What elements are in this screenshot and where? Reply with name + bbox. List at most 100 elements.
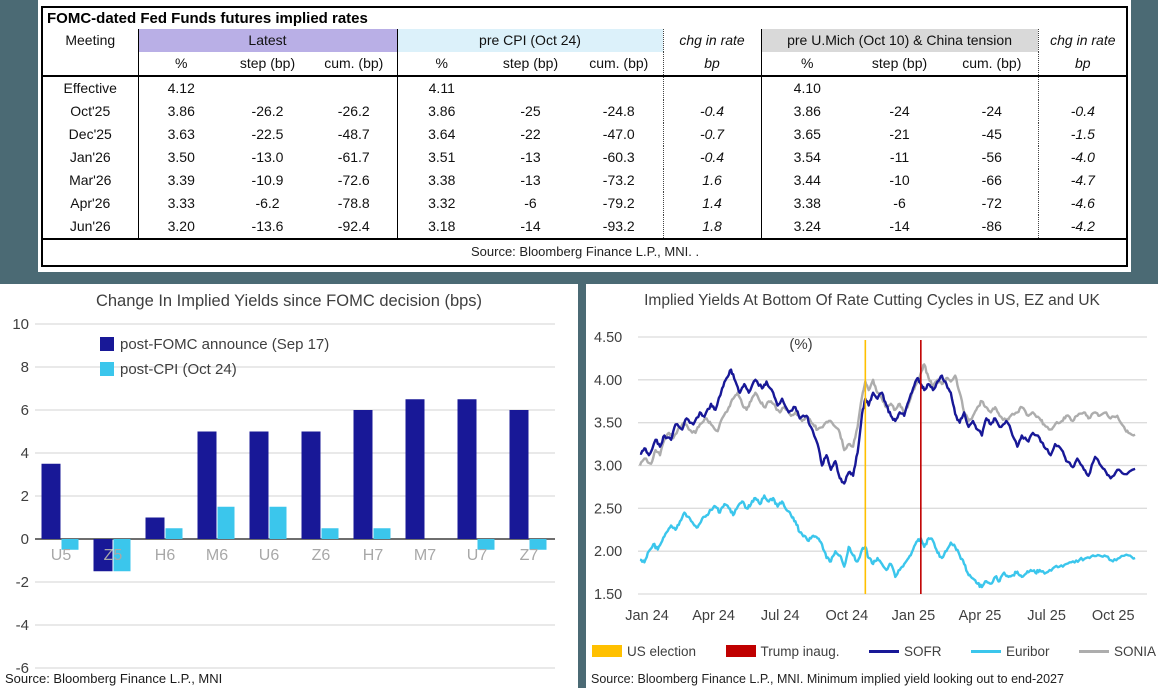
x-tick-label: Jan 24 bbox=[625, 608, 669, 624]
bar-post-cpi bbox=[269, 506, 287, 539]
table-cell: 3.86 bbox=[167, 103, 195, 119]
legend-item-sonia: SONIA bbox=[1078, 643, 1156, 659]
y-tick-label: -6 bbox=[16, 660, 29, 677]
table-cell: -92.4 bbox=[311, 215, 398, 240]
table-row: Mar'26 3.39 -10.9 -72.6 3.38 -13 -73.2 1.6 3.44 -… bbox=[43, 169, 1126, 192]
table-cell: -24.8 bbox=[575, 100, 664, 123]
table-cell: -13.0 bbox=[251, 149, 284, 165]
table-cell bbox=[575, 76, 664, 100]
table-cell: -22.5 bbox=[251, 126, 284, 142]
x-category-label: U7 bbox=[467, 547, 488, 564]
table-row: Oct'25 3.86 -26.2 -26.2 3.86 -25 -24.8 -0.4 3.86… bbox=[43, 100, 1126, 123]
table-cell: -13.6 bbox=[224, 215, 311, 240]
y-tick-label: 10 bbox=[12, 316, 29, 333]
table-row: Apr'26 3.33 -6.2 -78.8 3.32 -6 -79.2 1.4 3.38 -6 -… bbox=[43, 192, 1126, 215]
table-header-cell: % bbox=[397, 52, 486, 77]
x-tick-label: Jul 24 bbox=[761, 608, 800, 624]
table-cell: 3.38 bbox=[428, 172, 456, 188]
bar-post-fomc bbox=[41, 463, 61, 539]
table-cell: -26.2 bbox=[311, 100, 398, 123]
table-header-cell: bp bbox=[663, 52, 762, 77]
table-cell bbox=[1038, 76, 1126, 100]
x-category-label: U5 bbox=[51, 547, 72, 564]
bar-post-fomc bbox=[353, 410, 373, 539]
x-category-label: M6 bbox=[206, 547, 228, 564]
line-chart-legend: US election Trump inaug. SOFR Euribor SONIA bbox=[592, 640, 1156, 662]
legend-swatch-sofr bbox=[869, 649, 899, 653]
legend-item-us-election: US election bbox=[592, 644, 696, 659]
table-cell: -6 bbox=[524, 195, 537, 211]
y-tick-label: 2 bbox=[21, 488, 29, 505]
bar-post-cpi bbox=[113, 539, 131, 572]
table-cell: -72 bbox=[946, 192, 1039, 215]
legend-label: post-CPI (Oct 24) bbox=[120, 361, 237, 378]
legend-label-sofr: SOFR bbox=[904, 643, 942, 659]
table-cell: -61.7 bbox=[311, 146, 398, 169]
x-tick-label: Oct 24 bbox=[825, 608, 868, 624]
line-chart-source: Source: Bloomberg Finance L.P., MNI. Min… bbox=[591, 672, 1064, 686]
table-cell: 1.8 bbox=[663, 215, 762, 240]
table-cell: -93.2 bbox=[575, 215, 664, 240]
table-header-cell: Latest bbox=[138, 29, 398, 52]
table-cell: -24 bbox=[946, 100, 1039, 123]
y-tick-label: 2.50 bbox=[594, 501, 622, 517]
table-header-cell: pre U.Mich (Oct 10) & China tension bbox=[761, 29, 1039, 52]
bar-post-fomc bbox=[145, 517, 165, 539]
y-tick-label: 3.00 bbox=[594, 459, 622, 475]
table-cell: -73.2 bbox=[575, 169, 664, 192]
x-tick-label: Oct 25 bbox=[1092, 608, 1135, 624]
table-cell: 3.38 bbox=[793, 195, 821, 211]
table-cell: 4.10 bbox=[793, 80, 821, 96]
y-tick-label: 8 bbox=[21, 359, 29, 376]
table-cell: 3.54 bbox=[793, 149, 821, 165]
legend-swatch-euribor bbox=[970, 649, 1001, 653]
table-cell: -14 bbox=[853, 215, 947, 240]
table-cell: 1.4 bbox=[663, 192, 762, 215]
table-header-cell: chg in rate bbox=[1050, 32, 1116, 48]
bar-chart-panel: Change In Implied Yields since FOMC deci… bbox=[0, 284, 578, 688]
y-tick-label: 3.50 bbox=[594, 416, 622, 432]
table-cell: 3.33 bbox=[167, 195, 195, 211]
table-cell: 3.65 bbox=[793, 126, 821, 142]
table-cell: -72.6 bbox=[311, 169, 398, 192]
table-cell: -4.0 bbox=[1070, 149, 1095, 165]
legend-label-euribor: Euribor bbox=[1005, 643, 1050, 659]
y-tick-label: 6 bbox=[21, 402, 29, 419]
table-cell: 3.20 bbox=[138, 215, 224, 240]
table-cell: 3.24 bbox=[761, 215, 854, 240]
table-cell: 3.32 bbox=[428, 195, 456, 211]
table-cell: 3.51 bbox=[428, 149, 456, 165]
table-cell: -10.9 bbox=[251, 172, 284, 188]
legend-label-sonia: SONIA bbox=[1113, 643, 1156, 659]
legend-item-trump-inaug: Trump inaug. bbox=[725, 644, 840, 659]
y-tick-label: 4 bbox=[21, 445, 29, 462]
table-cell: -78.8 bbox=[311, 192, 398, 215]
meeting-label: Effective bbox=[43, 76, 139, 100]
table-cell: -1.5 bbox=[1070, 126, 1095, 142]
table-cell: -66 bbox=[946, 169, 1039, 192]
x-category-label: H7 bbox=[363, 547, 384, 564]
table-cell: 3.64 bbox=[428, 126, 456, 142]
bar-post-cpi bbox=[321, 528, 339, 539]
table-cell: -6 bbox=[893, 195, 906, 211]
x-tick-label: Jul 25 bbox=[1027, 608, 1066, 624]
x-category-label: Z6 bbox=[312, 547, 331, 564]
y-tick-label: 1.50 bbox=[594, 587, 622, 603]
table-header-cell: pre CPI (Oct 24) bbox=[397, 29, 664, 52]
table-cell: -47.0 bbox=[575, 123, 664, 146]
legend-label: post-FOMC announce (Sep 17) bbox=[120, 336, 329, 353]
y-tick-label: -4 bbox=[16, 617, 29, 634]
table-cell: -4.2 bbox=[1038, 215, 1126, 240]
x-category-label: Z5 bbox=[104, 547, 123, 564]
meeting-label: Oct'25 bbox=[43, 100, 139, 123]
line-chart-subtitle: (%) bbox=[789, 336, 813, 353]
table-header-cell: % bbox=[138, 52, 224, 77]
table-cell: -22 bbox=[520, 126, 541, 142]
table-cell bbox=[311, 76, 398, 100]
table-cell: -13 bbox=[520, 149, 541, 165]
legend-label-us-election: US election bbox=[627, 643, 697, 659]
table-source: Source: Bloomberg Finance L.P., MNI. . bbox=[470, 244, 700, 259]
table-header-cell bbox=[43, 52, 139, 77]
table-cell: 3.50 bbox=[167, 149, 195, 165]
